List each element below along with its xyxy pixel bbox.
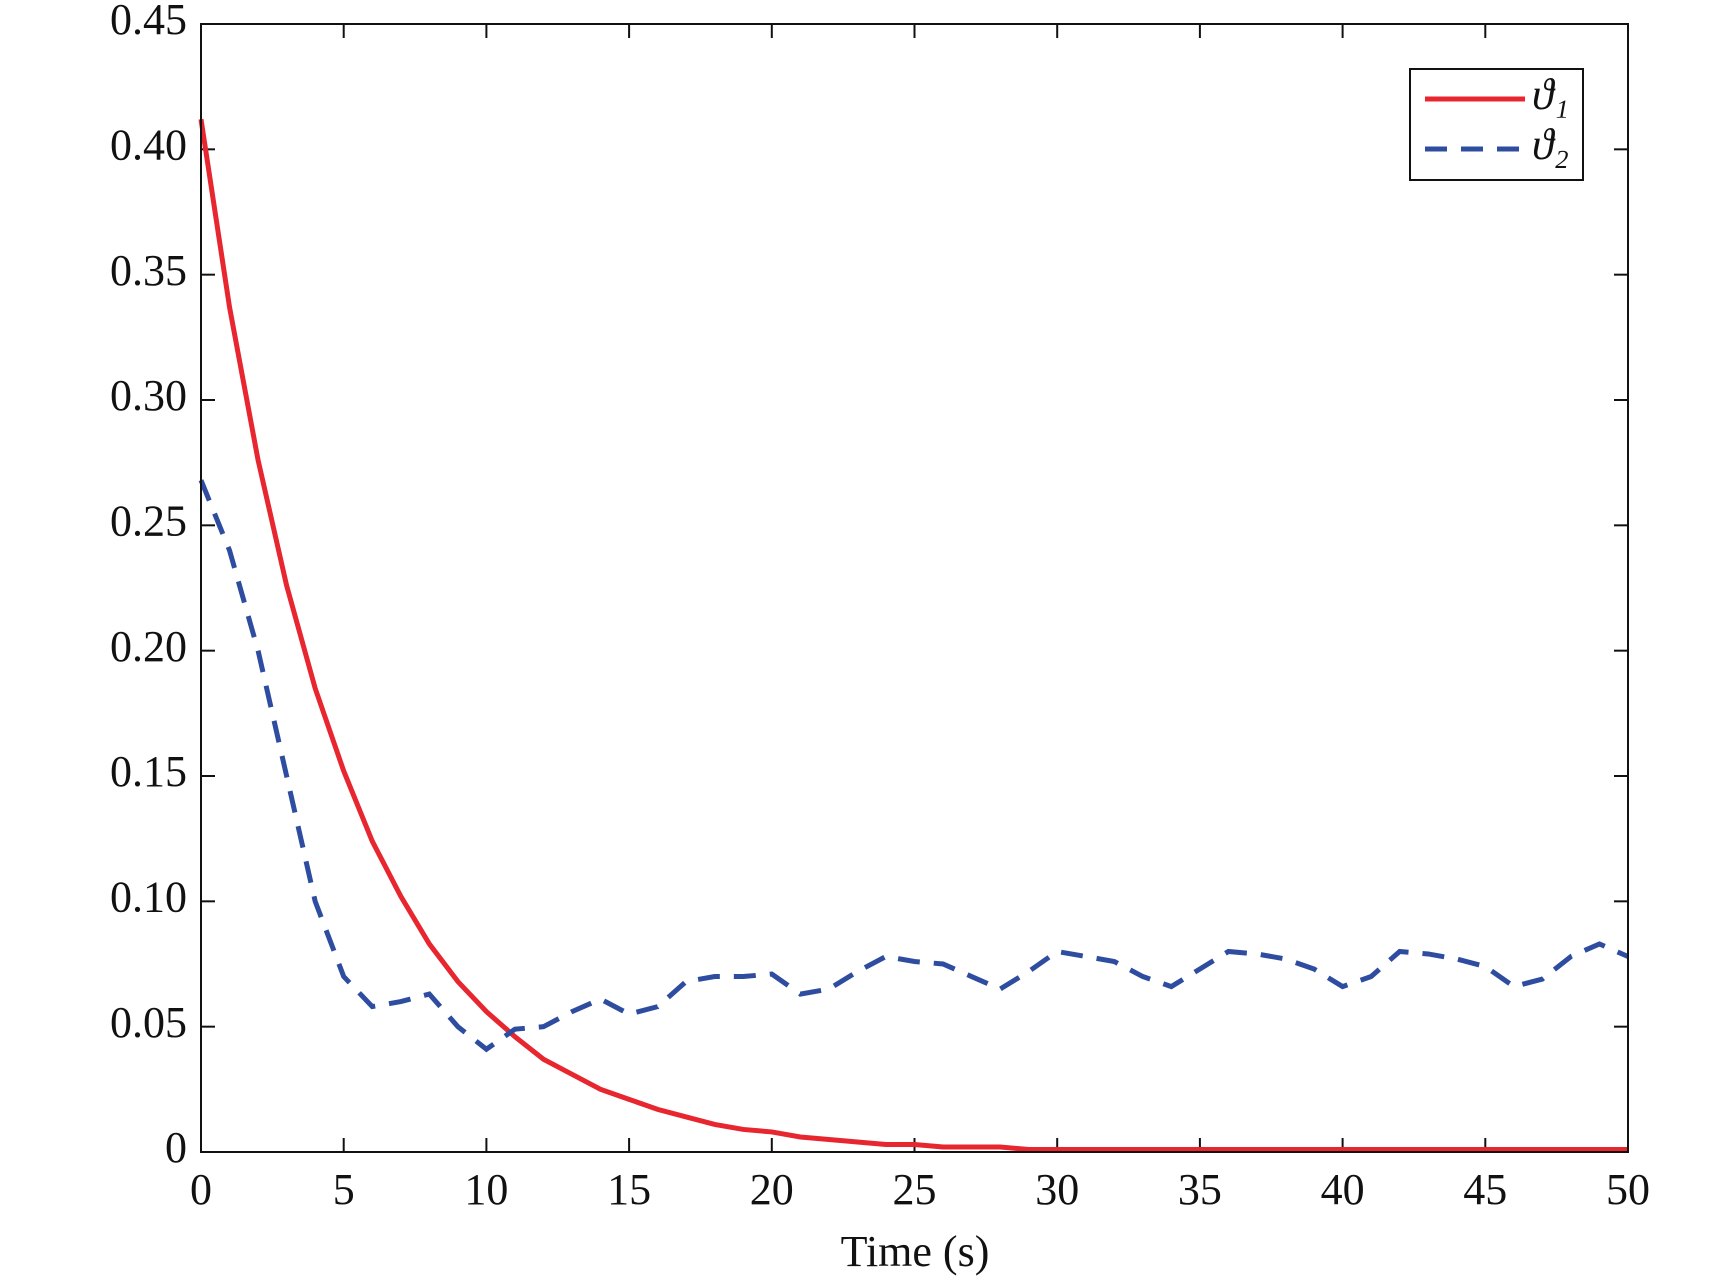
y-tick-label: 0.10: [110, 872, 187, 921]
line-series: [198, 479, 1630, 1053]
x-tick-label: 35: [1178, 1165, 1222, 1214]
x-tick-label: 50: [1606, 1165, 1650, 1214]
legend-box: [1409, 68, 1584, 181]
y-tick-label: 0.05: [110, 998, 187, 1047]
x-tick-label: 15: [607, 1165, 651, 1214]
y-tick-label: 0: [165, 1123, 187, 1172]
x-tick-label: 45: [1463, 1165, 1507, 1214]
y-tick-label: 0.40: [110, 120, 187, 169]
x-tick-label: 5: [333, 1165, 355, 1214]
y-tick-label: 0.15: [110, 747, 187, 796]
line-series: [198, 118, 1628, 1152]
x-tick-label: 0: [190, 1165, 212, 1214]
x-tick-label: 30: [1035, 1165, 1079, 1214]
legend-label: ϑ₁: [1532, 70, 1569, 119]
legend-label: ϑ₂: [1532, 120, 1569, 169]
axes-frame: [200, 23, 1629, 1153]
x-tick-label: 25: [893, 1165, 937, 1214]
x-tick-label: 40: [1321, 1165, 1365, 1214]
x-tick-label: 20: [750, 1165, 794, 1214]
x-axis-label: Time (s): [841, 1227, 990, 1276]
y-tick-label: 0.45: [110, 0, 187, 44]
y-tick-label: 0.35: [110, 246, 187, 295]
y-tick-label: 0.20: [110, 622, 187, 671]
y-tick-label: 0.30: [110, 371, 187, 420]
x-tick-label: 10: [464, 1165, 508, 1214]
y-tick-label: 0.25: [110, 496, 187, 545]
